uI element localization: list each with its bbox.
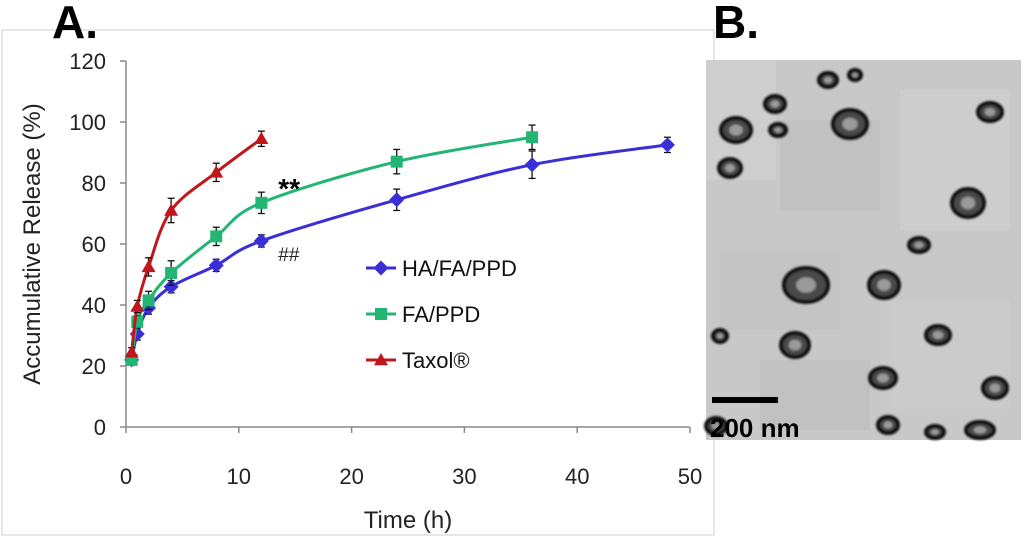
tem-particle-core [770,100,780,108]
tem-micrograph: 200 nm [704,60,1021,443]
tem-particle-core [989,383,1001,393]
chart-annotations: ** ## [278,173,300,266]
tem-particle-core [711,422,721,430]
tem-particle-core [729,124,743,136]
tem-particle-core [842,117,858,131]
data-point [163,279,179,295]
tem-particle-core [788,339,802,351]
panel-b-label: B. [713,0,759,48]
y-tick-label: 120 [69,49,106,74]
tem-particle-core [960,196,976,210]
data-point [208,257,224,273]
tem-particle-core [823,76,833,84]
data-point [524,157,540,173]
data-point [141,259,156,273]
x-axis-title: Time (h) [364,507,452,534]
y-tick-label: 60 [82,232,106,257]
panel-b-tem-image: B. 200 nm [704,0,1021,443]
data-point [253,233,269,249]
data-point [526,131,539,144]
panel-a-frame [1,29,715,536]
tem-particle-core [877,373,889,383]
tem-particle-core [716,333,724,339]
data-point [254,131,269,145]
tem-texture [706,60,1010,430]
tem-particle-core [914,241,924,249]
data-point [164,203,179,216]
y-axis-title: Accumulative Release (%) [19,103,46,384]
data-point [389,192,405,208]
data-point [165,266,178,279]
data-point [210,230,223,243]
panel-a-label: A. [52,0,98,48]
legend-swatch-marker [373,260,389,276]
legend-label: HA/FA/PPD [402,256,517,281]
tem-particle-core [774,127,782,133]
y-tick-label: 20 [82,354,106,379]
data-point [124,345,139,358]
tem-particle-core [877,279,891,291]
tem-particle-core [973,426,987,434]
y-tick-label: 100 [69,110,106,135]
y-tick-label: 0 [94,415,106,440]
tem-particle-core [984,107,996,117]
data-point [390,155,403,168]
x-tick-label: 0 [120,464,132,489]
data-point [255,196,268,209]
legend-swatch-marker [374,353,388,366]
significance-hashes: ## [278,245,300,266]
tem-particle-core [852,72,858,78]
x-tick-label: 10 [227,464,251,489]
tem-particle-core [930,429,940,435]
data-point [209,165,224,178]
data-point [142,294,155,307]
significance-stars: ** [278,173,300,204]
tem-particle-core [883,421,893,429]
series-ha-fa-ppd [124,136,675,368]
chart-legend: HA/FA/PPD FA/PPD Taxol® [366,256,517,373]
data-point [130,299,145,312]
data-point [659,137,675,153]
x-tick-label: 40 [565,464,589,489]
chart-ticks: 0 10 20 30 40 50 0 20 40 60 80 100 120 [69,49,702,489]
tem-particles [704,68,1009,440]
scale-bar-label: 200 nm [710,413,800,443]
legend-swatch-marker [375,308,387,320]
series-taxol- [124,130,269,358]
legend-label: Taxol® [402,348,470,373]
panel-a-chart: A. 0 10 20 30 40 50 0 20 40 60 80 100 120 Time (h) A… [1,0,715,536]
x-tick-label: 30 [452,464,476,489]
chart-series [124,124,675,368]
legend-label: FA/PPD [402,302,480,327]
y-tick-label: 80 [82,171,106,196]
tem-particle-core [932,330,944,340]
y-tick-label: 40 [82,293,106,318]
tem-particle-core [796,277,816,293]
series-fa-ppd [125,124,539,366]
tem-particle-core [725,163,735,173]
x-tick-label: 20 [339,464,363,489]
series-line [130,137,263,353]
x-tick-label: 50 [678,464,702,489]
